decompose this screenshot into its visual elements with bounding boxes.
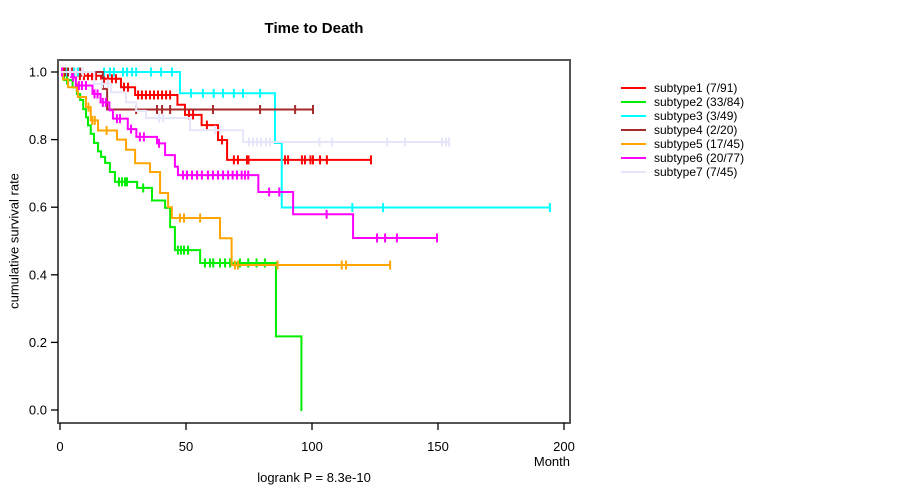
legend-label-subtype6: subtype6 (20/77) xyxy=(654,151,745,165)
legend-label-subtype7: subtype7 (7/45) xyxy=(654,165,738,179)
logrank-pvalue-text: logrank P = 8.3e-10 xyxy=(257,470,371,485)
legend-item-subtype6: subtype6 (20/77) xyxy=(621,151,744,165)
legend-swatch-subtype6 xyxy=(621,157,646,159)
legend-item-subtype2: subtype2 (33/84) xyxy=(621,95,744,109)
series-subtype5-curve xyxy=(60,71,391,266)
legend-item-subtype4: subtype4 (2/20) xyxy=(621,123,744,137)
x-tick-label: 0 xyxy=(56,439,63,454)
legend-swatch-subtype5 xyxy=(621,143,646,145)
legend-item-subtype5: subtype5 (17/45) xyxy=(621,137,744,151)
legend-swatch-subtype4 xyxy=(621,129,646,131)
y-tick-label: 0.2 xyxy=(29,335,47,350)
censor-ticks-subtype5 xyxy=(75,82,392,270)
censor-ticks-subtype6 xyxy=(61,67,438,243)
series-subtype2-curve xyxy=(60,71,303,411)
censor-ticks-subtype7 xyxy=(69,67,451,147)
series-subtype7-curve xyxy=(60,71,450,143)
legend-label-subtype3: subtype3 (3/49) xyxy=(654,109,738,123)
y-tick-label: 0.4 xyxy=(29,267,47,282)
legend-swatch-subtype1 xyxy=(621,87,646,89)
legend-swatch-subtype3 xyxy=(621,115,646,117)
y-tick-label: 1.0 xyxy=(29,65,47,80)
x-tick-label: 200 xyxy=(553,439,575,454)
series-subtype6-curve xyxy=(60,71,437,239)
legend: subtype1 (7/91) subtype2 (33/84) subtype3 … xyxy=(621,81,744,179)
legend-label-subtype4: subtype4 (2/20) xyxy=(654,123,738,137)
legend-item-subtype3: subtype3 (3/49) xyxy=(621,109,744,123)
x-tick-label: 150 xyxy=(427,439,449,454)
legend-label-subtype5: subtype5 (17/45) xyxy=(654,137,745,151)
legend-swatch-subtype7 xyxy=(621,171,646,173)
legend-item-subtype1: subtype1 (7/91) xyxy=(621,81,744,95)
plot-frame xyxy=(57,59,571,424)
series-subtype1-curve xyxy=(60,71,371,161)
legend-item-subtype7: subtype7 (7/45) xyxy=(621,165,744,179)
x-tick-label: 50 xyxy=(179,439,193,454)
series-subtype4-curve xyxy=(60,71,314,111)
series-subtype3-curve xyxy=(60,71,550,209)
legend-label-subtype1: subtype1 (7/91) xyxy=(654,81,738,95)
y-tick-label: 0.6 xyxy=(29,200,47,215)
legend-label-subtype2: subtype2 (33/84) xyxy=(654,95,745,109)
x-tick-label: 100 xyxy=(301,439,323,454)
censor-ticks-subtype3 xyxy=(65,67,551,213)
legend-swatch-subtype2 xyxy=(621,101,646,103)
x-axis-title: Month xyxy=(533,454,570,469)
chart-title: Time to Death xyxy=(264,20,364,37)
y-tick-label: 0.8 xyxy=(29,132,47,147)
censor-ticks-subtype2 xyxy=(66,75,266,268)
y-tick-label: 0.0 xyxy=(29,403,47,418)
